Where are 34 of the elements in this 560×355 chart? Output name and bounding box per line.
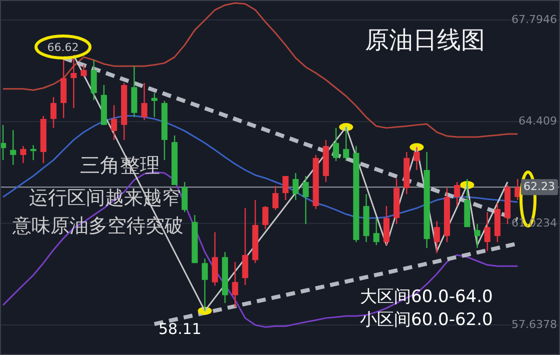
candlestick [50,96,57,129]
candlestick [10,129,16,166]
annotation: 小区间60.0-62.0 [360,310,493,330]
annotation: 66.62 [47,41,79,54]
candlestick [90,59,97,101]
candlestick [434,220,440,254]
candlestick [110,104,118,141]
candlestick [302,175,309,225]
y-tick-label: 64.409 [518,114,557,128]
candlestick [454,181,460,207]
candlestick [484,211,490,252]
candlestick [141,82,148,121]
candlestick [332,127,340,162]
candlestick [202,258,208,312]
ref-line-label: 62.23 [524,180,555,194]
text: 原油日线图 [365,28,485,54]
candlestick [80,64,87,78]
candlestick [20,145,26,164]
candlestick [262,205,268,230]
y-tick-label: 57.6378 [512,318,557,332]
candlestick [373,217,380,246]
candlestick [151,92,158,118]
candlestick [474,223,480,249]
candlestick [30,144,36,161]
candlestick [282,175,289,201]
candlestick [232,261,238,308]
candlestick [292,172,299,201]
candlestick [242,208,248,286]
y-tick-label: 67.7946 [512,12,557,26]
candlestick [272,185,278,211]
candlestick [343,126,350,162]
candlestick [182,181,188,213]
annotation: 58.11 [158,320,202,338]
candlestick [414,146,420,171]
